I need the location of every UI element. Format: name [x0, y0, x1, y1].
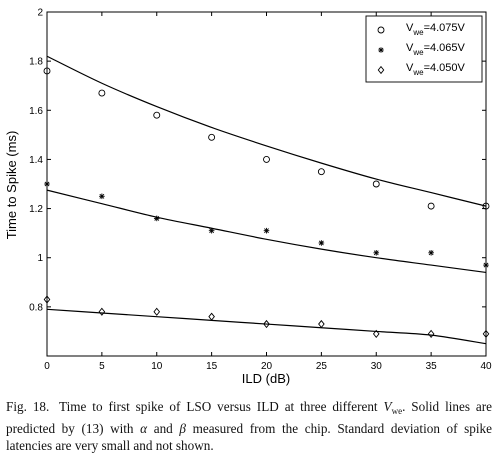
data-point-star	[153, 215, 160, 222]
x-tick-label: 40	[480, 361, 492, 372]
data-point-circle	[43, 67, 51, 75]
data-point-diamond	[372, 329, 380, 339]
caption-text-2: . Solid lines are predicted by (13) with	[6, 399, 493, 436]
x-tick-label: 0	[44, 361, 50, 372]
fit-lines	[46, 55, 487, 345]
legend-entry: Vwe=4.050V	[406, 62, 466, 77]
data-point-diamond	[43, 295, 51, 304]
caption-alpha: α	[140, 421, 148, 436]
x-tick-label: 15	[206, 361, 218, 372]
data-point-diamond	[263, 319, 270, 329]
data-markers	[43, 67, 490, 339]
caption-text-4: measured from the chip. Standard deviati…	[6, 421, 492, 453]
data-point-diamond	[208, 312, 215, 321]
caption-text-1: Time to first spike of LSO versus ILD at…	[59, 399, 384, 414]
legend-marker	[377, 65, 385, 75]
data-point-star	[373, 250, 380, 256]
y-axis-label: Time to Spike (ms)	[4, 131, 19, 240]
data-point-diamond	[98, 307, 106, 316]
data-point-star	[44, 181, 50, 187]
data-point-star	[263, 227, 270, 234]
caption-label: Fig. 18.	[6, 399, 50, 414]
x-tick-label: 30	[371, 361, 383, 372]
data-point-circle	[98, 89, 106, 97]
fit-line-2	[46, 189, 487, 274]
y-tick-label: 1.6	[29, 106, 43, 117]
caption-var-main: V	[383, 399, 392, 414]
chart: 0 5 10 15 20 25 30 35 40 0.8 1 1.2 1.4 1.6 1.8 2 ILD (d…	[4, 8, 492, 387]
data-point-diamond	[427, 329, 435, 339]
data-point-star	[428, 250, 434, 256]
data-point-diamond	[482, 329, 490, 339]
data-point-diamond	[318, 319, 325, 329]
data-point-circle	[153, 111, 161, 119]
y-tick-label: 2	[37, 8, 43, 19]
legend-box	[365, 15, 483, 83]
y-tick-label: 1	[37, 253, 43, 264]
data-point-circle	[317, 168, 325, 176]
data-point-circle	[482, 202, 490, 210]
data-point-circle	[372, 180, 380, 188]
axis-ticks: 0 5 10 15 20 25 30 35 40 0.8 1 1.2 1.4 1.6 1.8 2	[29, 8, 492, 373]
data-point-circle	[263, 155, 270, 163]
data-point-star	[208, 227, 215, 234]
legend-entry: Vwe=4.075V	[406, 22, 466, 37]
y-tick-label: 1.4	[29, 155, 43, 166]
y-tick-label: 1.8	[29, 57, 43, 68]
data-point-diamond	[153, 307, 161, 316]
caption-beta: β	[179, 421, 186, 436]
fit-line-1	[46, 55, 487, 207]
data-point-star	[318, 240, 325, 246]
caption-var: Vwe	[383, 399, 403, 416]
x-tick-label: 35	[426, 361, 438, 372]
legend-marker	[378, 47, 384, 53]
legend: Vwe=4.075V Vwe=4.065V Vwe=4.050V	[365, 15, 483, 83]
data-point-circle	[427, 202, 435, 210]
legend-entry: Vwe=4.065V	[406, 42, 466, 57]
x-tick-label: 10	[151, 361, 163, 372]
y-tick-label: 0.8	[29, 302, 43, 313]
x-axis-label: ILD (dB)	[242, 371, 290, 386]
x-tick-label: 20	[261, 361, 273, 372]
x-tick-label: 25	[316, 361, 328, 372]
x-tick-label: 5	[99, 361, 105, 372]
figure-caption: Fig. 18. Time to first spike of LSO vers…	[6, 398, 492, 454]
fit-line-3	[46, 308, 487, 345]
data-point-circle	[208, 133, 216, 141]
data-point-star	[483, 262, 489, 268]
caption-var-sub: we	[391, 406, 403, 416]
caption-text-3: and	[147, 421, 180, 436]
legend-marker	[377, 26, 385, 34]
y-tick-label: 1.2	[29, 204, 43, 215]
data-point-star	[99, 193, 105, 200]
